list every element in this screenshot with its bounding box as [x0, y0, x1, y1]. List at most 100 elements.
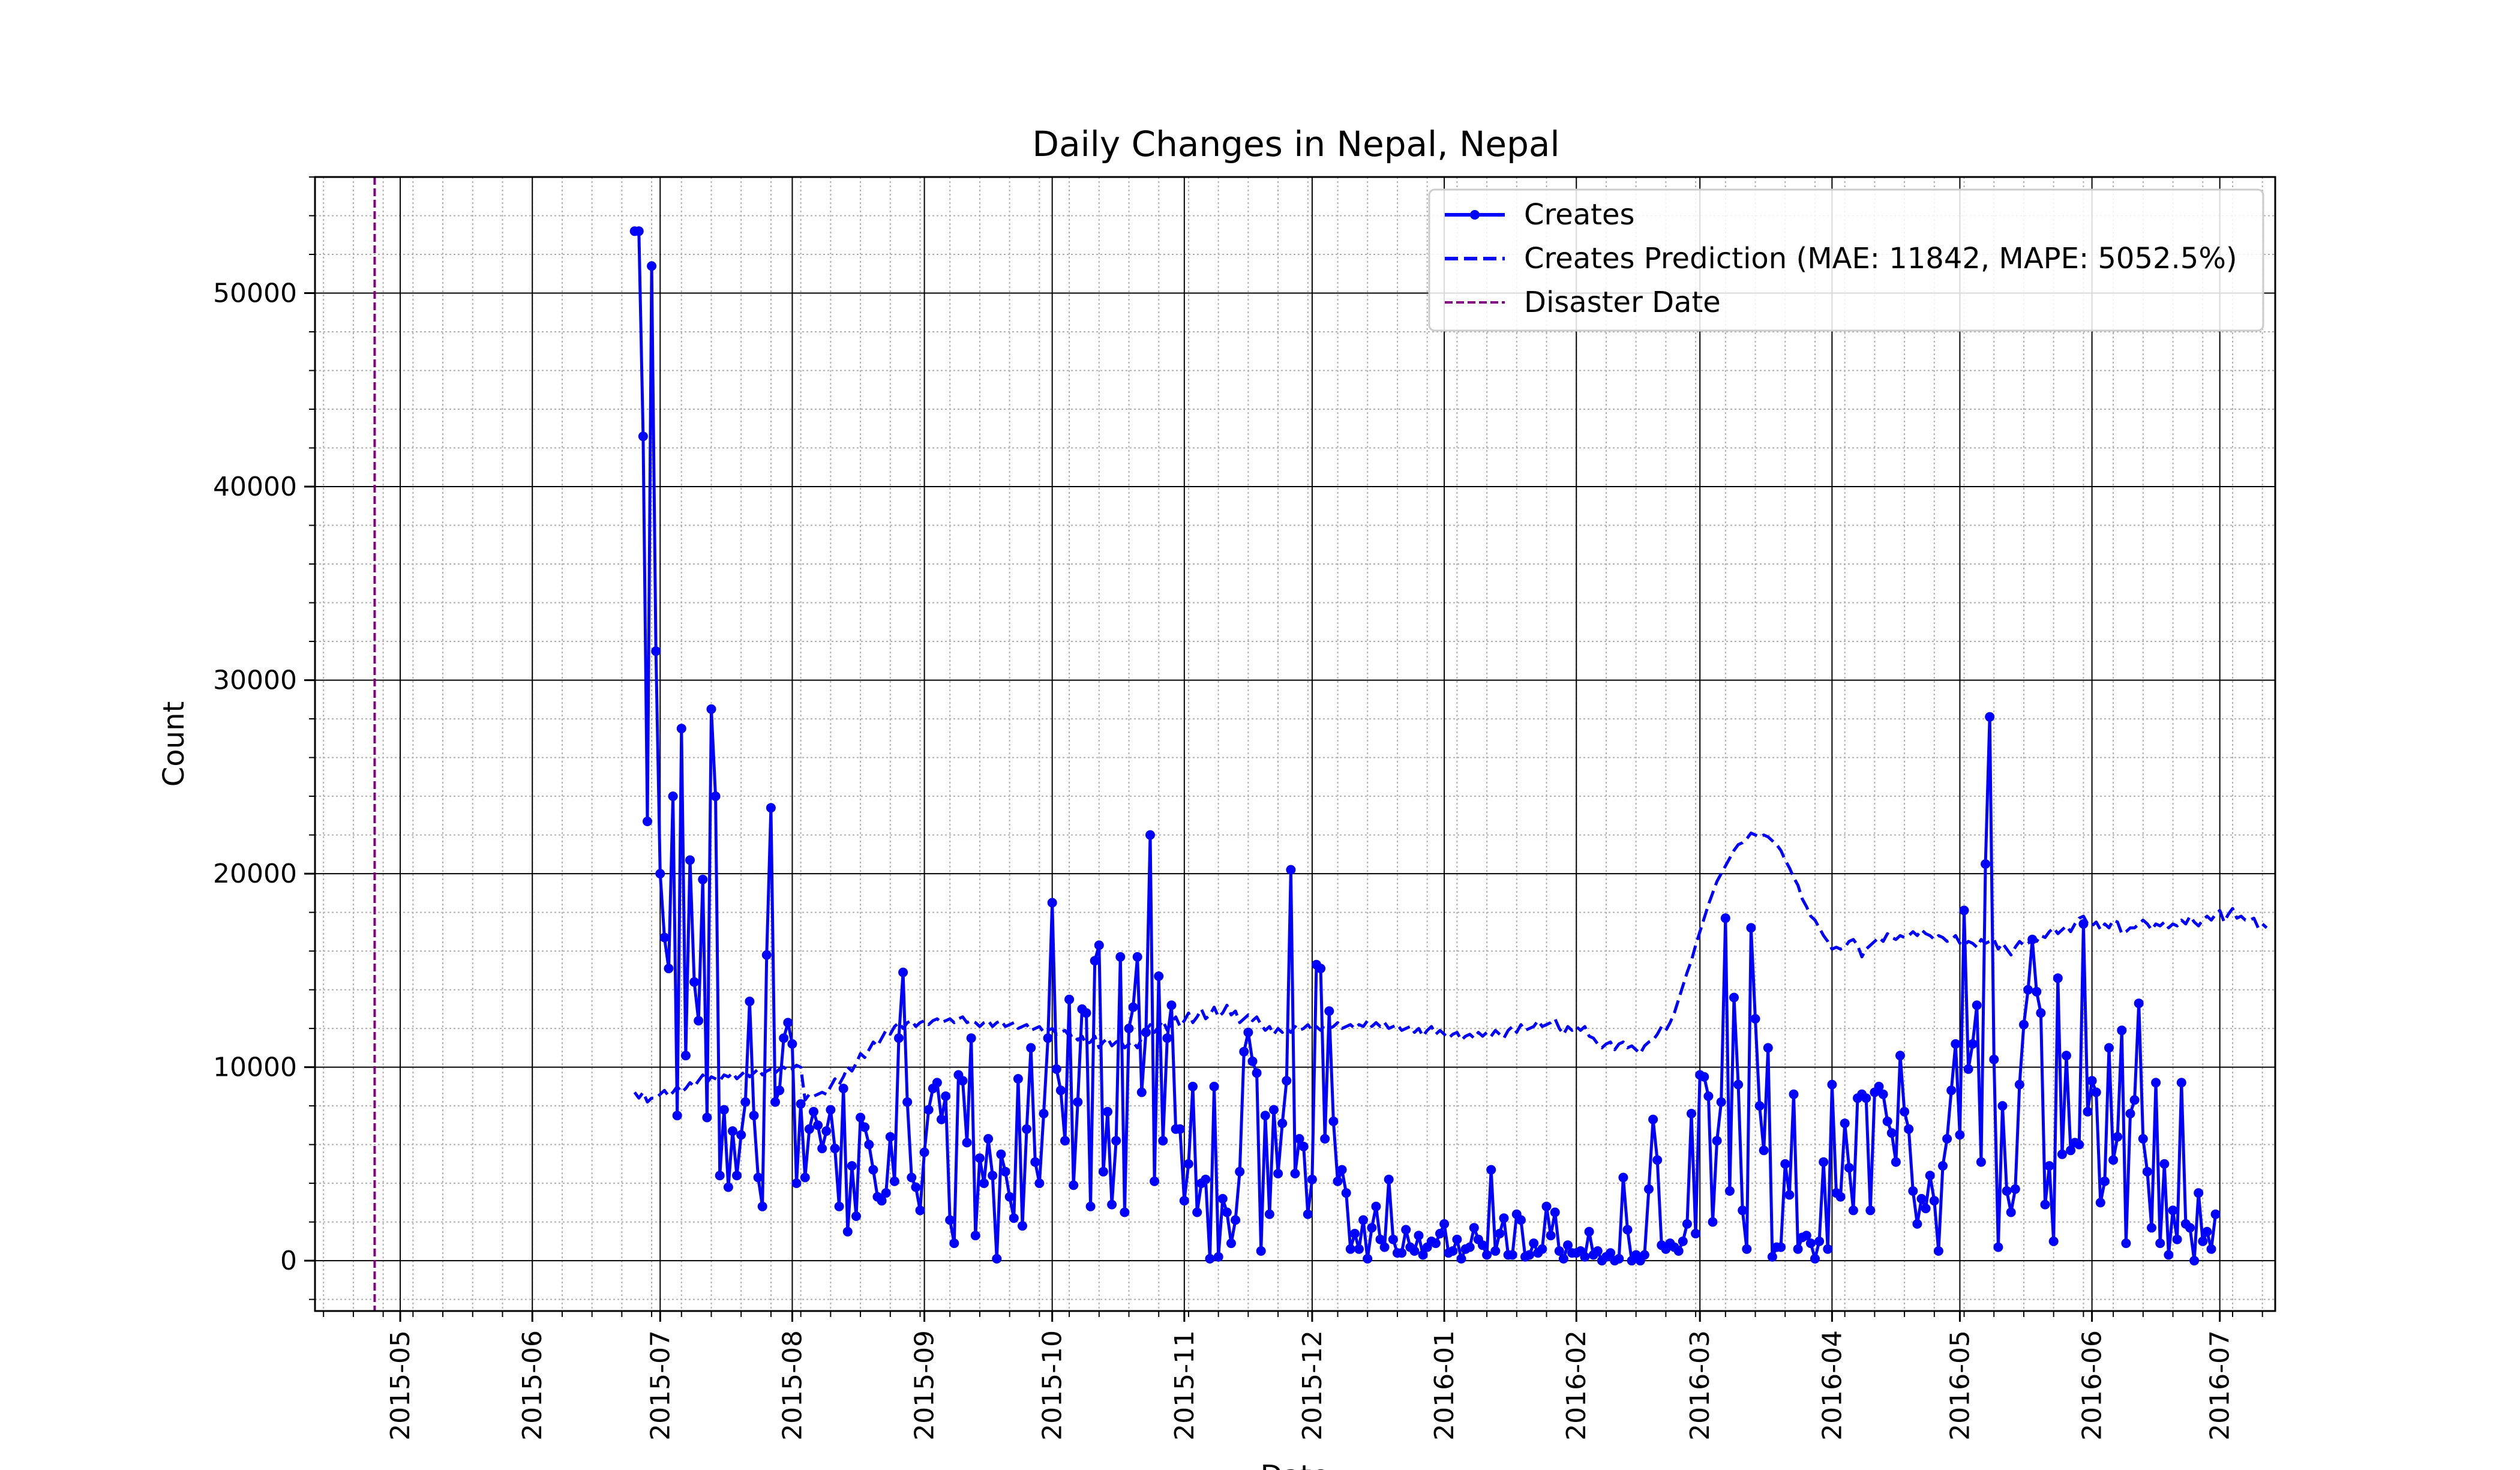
creates-point: [813, 1120, 823, 1130]
creates-point: [1060, 1136, 1070, 1145]
creates-point: [638, 431, 648, 441]
creates-point: [2147, 1223, 2156, 1232]
creates-point: [1989, 1055, 1999, 1064]
creates-point: [864, 1140, 874, 1150]
creates-point: [2117, 1025, 2126, 1035]
creates-point: [992, 1254, 1001, 1264]
creates-point: [1414, 1231, 1424, 1240]
creates-point: [1034, 1178, 1044, 1188]
creates-point: [1009, 1213, 1019, 1223]
creates-point: [920, 1148, 929, 1157]
creates-point: [787, 1039, 797, 1049]
x-tick-label: 2015-12: [1297, 1330, 1328, 1441]
creates-point: [821, 1126, 831, 1136]
creates-point: [996, 1150, 1006, 1159]
legend-label-prediction: Creates Prediction (MAE: 11842, MAPE: 50…: [1524, 242, 2237, 275]
creates-point: [839, 1084, 848, 1093]
y-tick-label: 10000: [213, 1052, 297, 1083]
creates-point: [2053, 973, 2063, 983]
creates-point: [1111, 1136, 1121, 1145]
creates-point: [1844, 1163, 1854, 1172]
creates-point: [1865, 1205, 1875, 1215]
creates-point: [1214, 1252, 1223, 1262]
creates-point: [1358, 1215, 1368, 1225]
y-tick-label: 40000: [213, 472, 297, 502]
creates-point: [1265, 1210, 1274, 1219]
creates-point: [1133, 952, 1142, 962]
creates-point: [1960, 905, 1969, 915]
creates-point: [766, 803, 776, 812]
x-axis-title: Date: [1261, 1459, 1330, 1470]
creates-point: [2211, 1210, 2221, 1219]
creates-point: [967, 1033, 976, 1043]
creates-point: [1593, 1246, 1603, 1256]
creates-point: [681, 1051, 691, 1060]
creates-point: [647, 261, 656, 271]
creates-point: [1729, 993, 1739, 1003]
creates-point: [1580, 1252, 1589, 1262]
creates-point: [724, 1183, 733, 1192]
creates-point: [1137, 1088, 1147, 1097]
creates-point: [1478, 1240, 1487, 1250]
creates-point: [1840, 1118, 1850, 1128]
creates-point: [1167, 1000, 1177, 1010]
creates-point: [668, 791, 678, 801]
creates-point: [1180, 1196, 1189, 1205]
creates-point: [1056, 1085, 1066, 1095]
creates-point: [1751, 1014, 1760, 1024]
creates-point: [2177, 1078, 2186, 1087]
creates-point: [1585, 1227, 1594, 1237]
creates-point: [1861, 1093, 1871, 1103]
creates-point: [1342, 1188, 1351, 1198]
creates-point: [800, 1173, 810, 1183]
creates-point: [1158, 1136, 1168, 1145]
creates-point: [2121, 1238, 2131, 1248]
creates-point: [1964, 1064, 1973, 1074]
creates-point: [843, 1227, 853, 1237]
creates-point: [1806, 1238, 1816, 1248]
creates-point: [634, 226, 644, 236]
creates-point: [1546, 1231, 1556, 1240]
creates-point: [1337, 1165, 1347, 1175]
creates-point: [1525, 1250, 1534, 1260]
creates-point: [655, 869, 665, 878]
creates-point: [1891, 1157, 1901, 1167]
creates-point: [1291, 1169, 1300, 1178]
creates-point: [2108, 1155, 2118, 1165]
creates-point: [1154, 971, 1163, 981]
creates-point: [1763, 1043, 1773, 1052]
creates-point: [1243, 1028, 1253, 1037]
creates-point: [1141, 1028, 1151, 1037]
creates-point: [1226, 1238, 1236, 1248]
creates-point: [740, 1097, 750, 1107]
creates-point: [2096, 1198, 2105, 1207]
creates-point: [2015, 1080, 2024, 1090]
creates-point: [1482, 1250, 1492, 1260]
creates-point: [1363, 1254, 1372, 1264]
creates-point: [1022, 1124, 1031, 1134]
creates-point: [1039, 1109, 1049, 1118]
creates-point: [1316, 964, 1325, 973]
creates-point: [886, 1132, 895, 1142]
creates-point: [1239, 1047, 1249, 1057]
creates-point: [1908, 1186, 1918, 1196]
creates-point: [1998, 1101, 2008, 1111]
plot-area: [315, 177, 2275, 1311]
creates-point: [1648, 1115, 1658, 1124]
x-tick-label: 2015-08: [777, 1330, 808, 1441]
creates-point: [945, 1215, 955, 1225]
creates-point: [1955, 1130, 1964, 1140]
creates-point: [651, 646, 661, 656]
creates-point: [1052, 1064, 1061, 1074]
creates-point: [983, 1134, 993, 1144]
creates-point: [707, 704, 716, 714]
legend-creates-marker: [1470, 210, 1480, 220]
creates-point: [1703, 1091, 1713, 1101]
creates-point: [1150, 1177, 1159, 1186]
creates-point: [1921, 1204, 1931, 1213]
creates-point: [1879, 1090, 1888, 1099]
creates-point: [1082, 1008, 1091, 1018]
creates-point: [2159, 1159, 2169, 1169]
creates-point: [971, 1231, 980, 1240]
creates-point: [1930, 1196, 1939, 1205]
